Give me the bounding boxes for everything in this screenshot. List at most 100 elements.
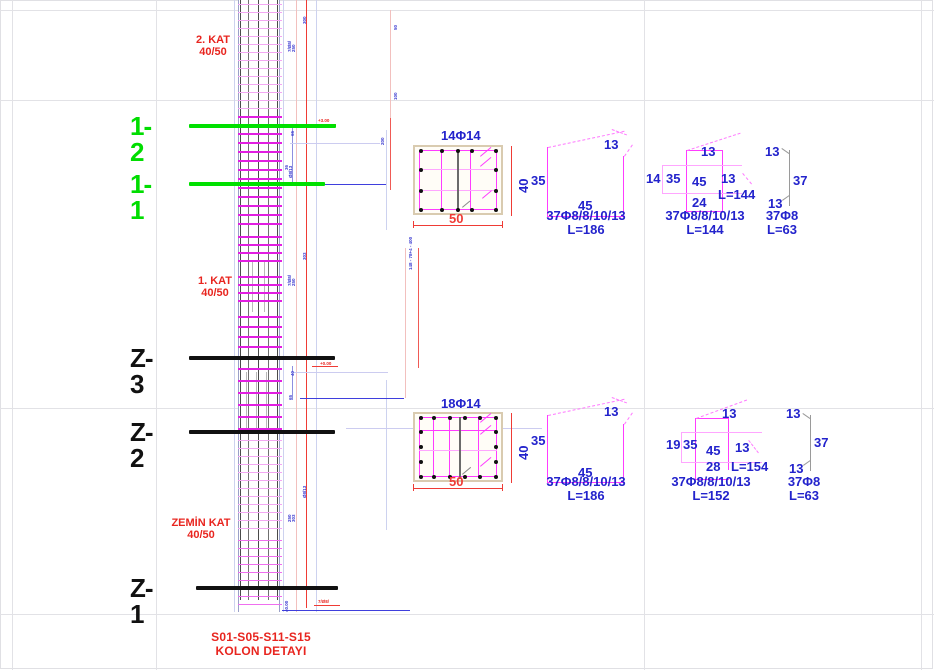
grid-line-horizontal [0,10,934,11]
dimension-line-pale [390,10,391,140]
rebar-dot [419,149,423,153]
rebar-dot [494,208,498,212]
floor-note-1kat: 1. KAT 40/50 [180,275,250,299]
rebar-dot [448,416,452,420]
level-label-z-3: Z-3 [130,343,154,399]
floor-note-name: 1. KAT [197,275,233,287]
dimension-line-pale [296,0,297,612]
bbs-length: L=144 [686,222,724,237]
drawing-title-line1: S01-S05-S11-S15 [211,630,311,644]
rebar-dot [448,475,452,479]
bbs-dim-bottom: 45 [578,465,593,480]
bbs-dim-left: 35 [666,171,681,186]
bbs-dim-top: 13 [701,144,716,159]
level-line-z-3[interactable] [189,356,335,360]
rebar-dot [432,416,436,420]
bbs-dim-leg: 37 [793,173,808,188]
micro-annotation: 100 [393,92,398,100]
level-tie-line [300,184,386,185]
bbs-dim-bottom: 45 [578,198,593,213]
lap-splice-hint [252,262,253,312]
bbs-dim-right: 13 [721,171,736,186]
floor-note-zeminkat: ZEMİN KAT 40/50 [155,517,247,541]
micro-annotation: 250 [291,44,296,52]
level-line-z-1[interactable] [196,586,338,590]
micro-annotation: 300 [302,16,307,24]
rebar-dot [470,208,474,212]
rebar-dot [419,430,423,434]
floor-note-section: 40/50 [187,529,215,541]
elevation-marker [314,605,340,606]
bbs-length: L=63 [789,488,819,503]
rebar-dot [478,416,482,420]
micro-annotation: 250 [287,514,292,522]
floor-note-name: ZEMİN KAT [171,517,231,529]
column-outline-right [283,0,284,612]
bbs-mark: 37Φ8 [787,474,821,489]
floor-note-2kat: 2. KAT 40/50 [178,34,248,58]
bbs-dim-bottom-hook: 13 [768,196,783,211]
micro-annotation: 200 [380,137,385,145]
level-line-1-2[interactable] [189,124,336,128]
rebar-dot [494,149,498,153]
bbs-mark: 37Φ8/8/10/13 [546,474,626,489]
rebar-dot [494,430,498,434]
level-line-z-2[interactable] [189,430,335,434]
section-inner-tie [433,417,435,477]
grid-line-vertical [921,0,922,670]
section-inner-tie [478,417,480,477]
elevation-marker [418,248,419,368]
bbs-dim-mid: 45 [692,174,707,189]
bbs-dim-bottom-hook: 13 [789,461,804,476]
section-center-bar [457,150,459,212]
rebar-dot [419,189,423,193]
section-center-bar [459,417,461,479]
bbs-mark: 37Φ8 [765,208,799,223]
rebar-dot [494,416,498,420]
grid-line-horizontal [0,408,934,409]
micro-annotation: 40 [290,370,295,376]
bbs-dim-bottom: 24 [692,195,707,210]
bbs-dim-top-hook: 13 [765,144,780,159]
bbs-length-alt: L=154 [731,459,769,474]
micro-annotation: 148 - 78+4 - 400 [408,236,413,270]
column-shaft [238,0,280,612]
dimension-line-pale [405,248,406,398]
rebar-dot [419,460,423,464]
section-inner-tie [470,150,472,210]
micro-annotation: 303 [302,252,307,260]
bbs-dim-far-left: 19 [666,437,681,452]
section-inner-tie [419,450,497,452]
level-label-1-2: 1-2 [130,111,152,167]
drawing-title: S01-S05-S11-S15 KOLON DETAYI [186,630,336,658]
rebar-dot [463,475,467,479]
section-bar-note-bottom: 18Φ14 [441,396,481,411]
rebar-dot [419,416,423,420]
bbs-dim-left: 35 [531,173,546,188]
micro-annotation: +0.00 [320,361,332,366]
micro-annotation: 303 [291,514,296,522]
dimension-line-blue [386,380,387,530]
micro-annotation: ±0.00 [284,600,289,612]
rebar-dot [463,416,467,420]
bbs-dim-hook: 13 [604,137,619,152]
dimension-line-blue [316,0,317,612]
rebar-dot [419,445,423,449]
grid-line-horizontal [0,614,934,615]
level-label-1-1: 1-1 [130,169,152,225]
micro-annotation: 50 [393,24,398,30]
dimension-line-blue [386,130,387,230]
rebar-dot [494,445,498,449]
bbs-dim-hook: 13 [604,404,619,419]
rebar-dot [432,475,436,479]
level-line-1-1[interactable] [189,182,325,186]
rebar-dot [494,189,498,193]
micro-annotation: 7/Ø8/ [287,274,292,286]
section-width-dim-bottom: 50 [449,474,464,489]
lap-splice-hint [246,372,247,428]
elevation-marker [312,366,338,367]
bbs-length: L=186 [567,488,605,503]
bbs-dim-far-left: 14 [646,171,661,186]
section-bar-note-top: 14Φ14 [441,128,481,143]
